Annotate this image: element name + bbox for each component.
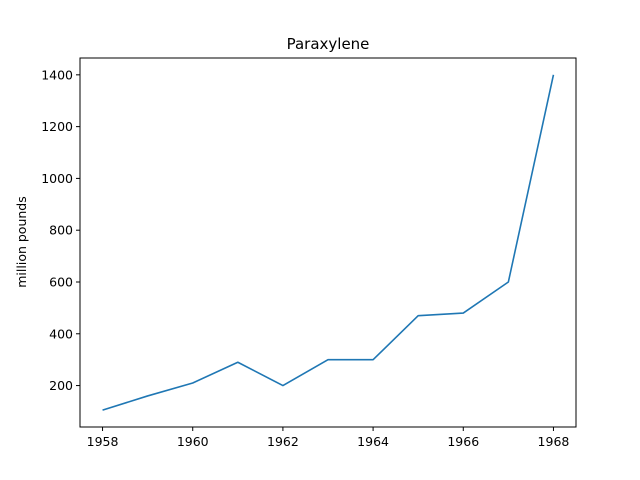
y-tick-label: 1200 xyxy=(41,119,73,134)
axes-frame xyxy=(79,57,577,428)
y-axis-label: million pounds xyxy=(14,196,29,288)
x-tick-label: 1968 xyxy=(538,434,570,449)
x-tick-label: 1958 xyxy=(87,434,119,449)
x-tick-label: 1960 xyxy=(177,434,209,449)
y-tick-label: 600 xyxy=(49,274,73,289)
chart-title: Paraxylene xyxy=(287,35,370,53)
x-tick-label: 1964 xyxy=(357,434,389,449)
y-tick-label: 800 xyxy=(49,223,73,238)
x-tick-label: 1962 xyxy=(267,434,299,449)
y-tick-label: 400 xyxy=(49,326,73,341)
y-tick-label: 200 xyxy=(49,378,73,393)
x-tick-label: 1966 xyxy=(447,434,479,449)
y-tick-label: 1000 xyxy=(41,171,73,186)
series-line-0 xyxy=(102,74,555,411)
plot-area: 1958 1960 1962 1964 1966 1968 200 400 600 800 1000… xyxy=(41,57,577,449)
y-tick-label: 1400 xyxy=(41,67,73,82)
